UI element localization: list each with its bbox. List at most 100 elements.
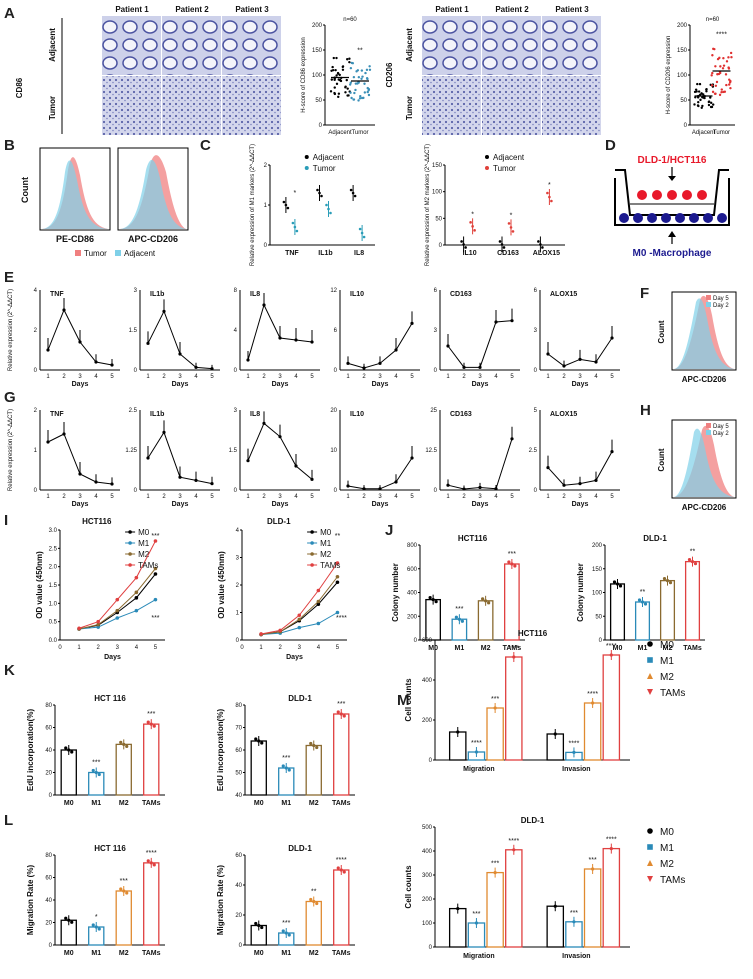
chart-title: DLD-1 — [267, 517, 291, 526]
data-point — [344, 86, 347, 89]
data-point — [331, 68, 335, 72]
data-point — [696, 104, 700, 107]
y-tick-label: 200 — [677, 23, 688, 29]
y-axis-label: H-score of CD206 expression — [666, 36, 672, 115]
bar — [115, 890, 132, 946]
patient-2-label-left: Patient 2 — [175, 5, 209, 14]
data-point — [591, 701, 595, 705]
x-tick-label: 5 — [610, 494, 614, 500]
y-tick-label: 200 — [312, 23, 323, 29]
bar — [505, 849, 523, 948]
data-point — [119, 740, 123, 744]
x-tick-label: 2 — [62, 374, 66, 380]
x-axis-label: Days — [72, 501, 89, 508]
x-axis-label: Days — [172, 381, 189, 388]
adjacent-point — [349, 188, 353, 192]
legend-label: M2 — [138, 550, 150, 559]
data-point — [358, 97, 362, 100]
legend-adjacent-marker — [485, 155, 489, 159]
data-point — [720, 91, 723, 94]
data-point — [348, 60, 351, 64]
series-title: IL1b — [150, 291, 164, 298]
macrophage-cell — [675, 213, 685, 223]
data-point — [152, 724, 156, 728]
y-tick-label: 25 — [430, 408, 437, 414]
data-point — [697, 100, 700, 104]
data-point — [720, 88, 723, 91]
data-point — [356, 69, 360, 72]
legend-marker — [647, 689, 653, 695]
data-point — [474, 750, 479, 754]
adjacent-point — [498, 240, 502, 243]
significance-marker: **** — [336, 615, 347, 622]
x-tick-label: 3 — [378, 494, 382, 500]
x-tick-label: 1 — [146, 374, 150, 380]
data-point — [697, 90, 701, 93]
x-axis-label: Days — [104, 654, 121, 661]
x-axis-label: Days — [272, 501, 289, 508]
data-point — [609, 653, 613, 657]
h-xlabel: APC-CD206 — [682, 503, 727, 512]
bar — [486, 707, 504, 761]
significance-marker: *** — [570, 910, 578, 917]
legend-marker — [310, 563, 314, 567]
histology-image — [222, 16, 281, 75]
data-point — [360, 69, 364, 72]
y-tick-label: 400 — [407, 591, 418, 597]
y-tick-label: 0 — [334, 488, 338, 494]
x-tick-label: 2 — [279, 645, 283, 651]
data-point — [730, 56, 733, 59]
y-tick-label: 1.0 — [49, 601, 58, 607]
y-tick-label: 400 — [422, 849, 433, 855]
y-tick-label: 20 — [45, 921, 52, 927]
data-point — [360, 77, 363, 80]
patient-3-label-left: Patient 3 — [235, 5, 269, 14]
chart-L2: 0 20 40 60 DLD-1 Migration Rate (%) M0 M1 *** M2 *… — [216, 844, 355, 957]
x-tick-label: M0 — [613, 645, 623, 652]
data-point — [363, 82, 366, 85]
chart-J2: 0 50 100 150 200 DLD-1 Colony number M0 M1 ** M2 TA… — [576, 534, 705, 652]
x-tick-label: 2 — [562, 374, 566, 380]
x-tick-label: Adjacent — [692, 130, 716, 136]
tumor-point — [295, 229, 299, 233]
y-tick-label: 600 — [422, 638, 433, 644]
chart-title: HCT 116 — [94, 844, 126, 853]
legend-label: M2 — [660, 859, 674, 870]
x-tick-label: 1 — [46, 494, 50, 500]
y-axis-label: Relative expression of M2 markers (2^-ΔΔ… — [425, 144, 431, 266]
chart-title: DLD-1 — [288, 694, 312, 703]
series-title: ALOX15 — [550, 291, 577, 298]
data-point — [352, 98, 356, 101]
data-point — [705, 90, 708, 93]
significance-marker: **** — [606, 643, 617, 650]
y-tick-label: 4 — [34, 288, 38, 294]
panel-letter-e: E — [4, 269, 14, 286]
series-line — [78, 540, 156, 629]
y-axis-label: Relative expression (2^-ΔΔCT) — [8, 409, 14, 491]
legend-marker — [647, 860, 653, 866]
data-point — [351, 62, 355, 65]
panel-letter-j: J — [385, 522, 393, 539]
legend-label: M0 — [138, 528, 150, 537]
legend-marker — [128, 541, 132, 545]
significance-marker: **** — [471, 740, 482, 747]
x-tick-label: 2 — [62, 494, 66, 500]
data-point — [701, 96, 704, 99]
x-tick-label: 3 — [298, 645, 302, 651]
adjacent-row-label-right: Adjacent — [405, 28, 414, 62]
bar — [546, 905, 565, 948]
y-tick-label: 1 — [236, 611, 240, 617]
data-point — [362, 96, 365, 100]
histogram-frame — [671, 419, 737, 499]
tumor-point — [469, 221, 472, 224]
y-tick-label: 12 — [330, 288, 337, 294]
x-tick-label: 5 — [110, 374, 114, 380]
data-point — [146, 859, 150, 863]
patient-2-label-right: Patient 2 — [495, 5, 529, 14]
tumor-row-label-right: Tumor — [405, 96, 414, 120]
data-point — [456, 907, 460, 911]
x-tick-label: 3 — [478, 374, 482, 380]
data-point — [337, 95, 340, 99]
x-tick-label: 3 — [178, 494, 182, 500]
